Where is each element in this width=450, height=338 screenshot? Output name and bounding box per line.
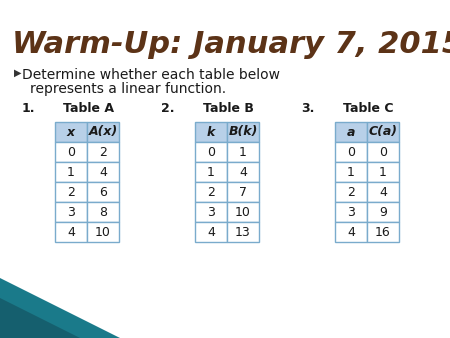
FancyBboxPatch shape	[87, 162, 119, 182]
Text: 10: 10	[95, 225, 111, 239]
Text: represents a linear function.: represents a linear function.	[30, 82, 226, 96]
FancyBboxPatch shape	[55, 142, 87, 162]
FancyBboxPatch shape	[227, 222, 259, 242]
Text: a: a	[347, 125, 355, 139]
Text: 8: 8	[99, 206, 107, 218]
Text: 0: 0	[379, 145, 387, 159]
FancyBboxPatch shape	[87, 222, 119, 242]
Text: 9: 9	[379, 206, 387, 218]
Text: k: k	[207, 125, 215, 139]
Text: x: x	[67, 125, 75, 139]
Text: Table A: Table A	[63, 102, 114, 115]
Text: 0: 0	[207, 145, 215, 159]
Text: 0: 0	[347, 145, 355, 159]
FancyBboxPatch shape	[195, 162, 227, 182]
Polygon shape	[0, 278, 120, 338]
Text: 2: 2	[347, 186, 355, 198]
Text: 1: 1	[347, 166, 355, 178]
FancyBboxPatch shape	[195, 142, 227, 162]
Text: 6: 6	[99, 186, 107, 198]
FancyBboxPatch shape	[87, 202, 119, 222]
Text: 2: 2	[99, 145, 107, 159]
FancyBboxPatch shape	[367, 222, 399, 242]
Text: 3.: 3.	[302, 102, 315, 115]
Text: 4: 4	[239, 166, 247, 178]
Text: Determine whether each table below: Determine whether each table below	[22, 68, 280, 82]
Text: 10: 10	[235, 206, 251, 218]
Text: 2: 2	[67, 186, 75, 198]
Text: 4: 4	[379, 186, 387, 198]
Text: 1: 1	[207, 166, 215, 178]
FancyBboxPatch shape	[335, 202, 367, 222]
Text: 16: 16	[375, 225, 391, 239]
Text: 2.: 2.	[162, 102, 175, 115]
Text: 4: 4	[347, 225, 355, 239]
Text: 0: 0	[67, 145, 75, 159]
FancyBboxPatch shape	[227, 122, 259, 142]
FancyBboxPatch shape	[335, 222, 367, 242]
FancyBboxPatch shape	[195, 182, 227, 202]
Text: 4: 4	[67, 225, 75, 239]
Text: 4: 4	[99, 166, 107, 178]
FancyBboxPatch shape	[55, 222, 87, 242]
FancyBboxPatch shape	[227, 182, 259, 202]
Text: 7: 7	[239, 186, 247, 198]
FancyBboxPatch shape	[335, 182, 367, 202]
Text: 1: 1	[239, 145, 247, 159]
FancyBboxPatch shape	[55, 202, 87, 222]
Text: 1.: 1.	[22, 102, 35, 115]
FancyBboxPatch shape	[195, 122, 227, 142]
Text: 1: 1	[379, 166, 387, 178]
FancyBboxPatch shape	[367, 162, 399, 182]
FancyBboxPatch shape	[87, 142, 119, 162]
FancyBboxPatch shape	[227, 202, 259, 222]
FancyBboxPatch shape	[335, 122, 367, 142]
FancyBboxPatch shape	[367, 182, 399, 202]
Text: 1: 1	[67, 166, 75, 178]
Text: 13: 13	[235, 225, 251, 239]
Text: C(a): C(a)	[369, 125, 397, 139]
Text: 2: 2	[207, 186, 215, 198]
Text: Table B: Table B	[203, 102, 254, 115]
FancyBboxPatch shape	[335, 142, 367, 162]
FancyBboxPatch shape	[367, 142, 399, 162]
FancyBboxPatch shape	[195, 202, 227, 222]
Text: Warm-Up: January 7, 2015: Warm-Up: January 7, 2015	[12, 30, 450, 59]
FancyBboxPatch shape	[55, 122, 87, 142]
FancyBboxPatch shape	[87, 122, 119, 142]
FancyBboxPatch shape	[55, 162, 87, 182]
FancyBboxPatch shape	[87, 182, 119, 202]
Text: 4: 4	[207, 225, 215, 239]
FancyBboxPatch shape	[227, 142, 259, 162]
FancyBboxPatch shape	[227, 162, 259, 182]
FancyBboxPatch shape	[367, 202, 399, 222]
Text: A(x): A(x)	[88, 125, 117, 139]
Text: 3: 3	[347, 206, 355, 218]
Text: Table C: Table C	[343, 102, 393, 115]
FancyBboxPatch shape	[195, 222, 227, 242]
Polygon shape	[0, 298, 80, 338]
Text: B(k): B(k)	[228, 125, 258, 139]
FancyBboxPatch shape	[367, 122, 399, 142]
FancyBboxPatch shape	[55, 182, 87, 202]
Text: 3: 3	[207, 206, 215, 218]
Text: 3: 3	[67, 206, 75, 218]
FancyBboxPatch shape	[335, 162, 367, 182]
Text: ▶: ▶	[14, 68, 22, 78]
